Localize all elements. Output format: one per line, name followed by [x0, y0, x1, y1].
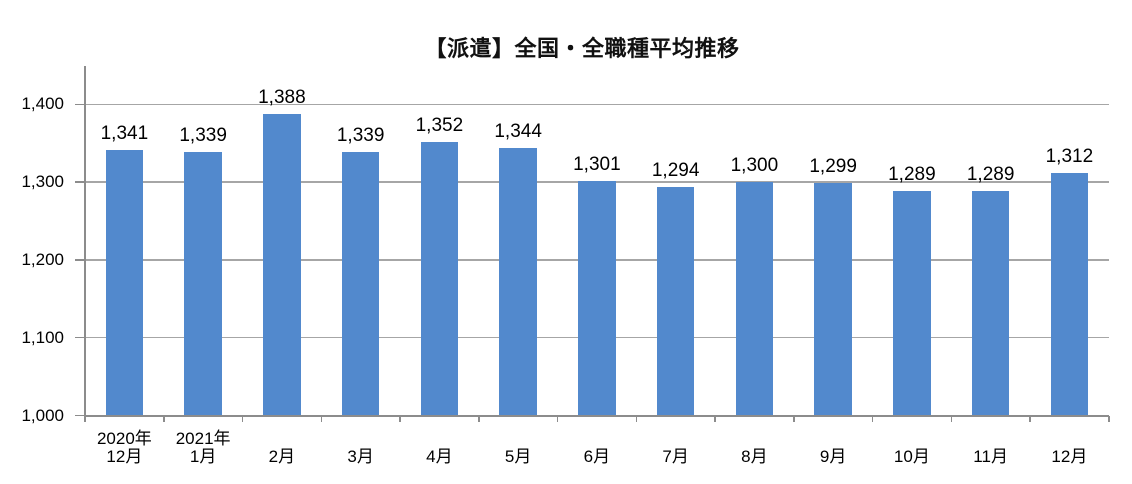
x-tick	[635, 415, 637, 422]
bar	[341, 151, 380, 416]
bar-value-label: 1,300	[730, 155, 779, 177]
bar-value-label: 1,339	[179, 124, 227, 146]
bar-value-label: 1,339	[336, 124, 385, 146]
y-tick	[75, 336, 85, 339]
x-tick	[1029, 415, 1031, 422]
bar	[184, 151, 222, 416]
bar	[1050, 172, 1089, 416]
y-tick-label: 1,100	[21, 327, 64, 347]
x-axis-label-line: 2021年	[175, 429, 231, 448]
bar	[263, 113, 301, 416]
x-axis-label-line: 12月	[106, 447, 143, 466]
x-tick	[241, 415, 244, 422]
x-tick	[1108, 415, 1110, 422]
x-axis-label-line: 9月	[819, 447, 847, 466]
bar-value-label: 1,352	[415, 114, 464, 136]
x-tick	[478, 415, 480, 422]
x-axis-label-line: 5月	[504, 447, 532, 466]
x-axis-label-line: 12月	[1051, 447, 1088, 466]
x-axis-label: 4月	[393, 429, 485, 466]
x-axis-label-line: 7月	[662, 447, 689, 466]
y-tick	[75, 414, 85, 417]
bar-value-label: 1,294	[651, 159, 700, 181]
x-axis-label: 2021年 1月	[157, 429, 249, 466]
x-axis-label-line: 2020年	[96, 429, 152, 448]
y-axis-line	[84, 65, 86, 416]
bar-value-label: 1,344	[494, 120, 542, 142]
bar	[893, 190, 931, 416]
bar	[578, 181, 616, 416]
y-tick	[75, 259, 85, 261]
bar-value-label: 1,289	[966, 163, 1015, 185]
bar	[105, 150, 144, 416]
x-axis-line	[84, 414, 1109, 417]
x-axis-label: 8月	[708, 429, 800, 466]
bar-value-label: 1,301	[573, 154, 621, 176]
x-axis-label: 9月	[787, 429, 879, 466]
y-tick-label: 1,000	[21, 405, 64, 425]
bar	[499, 147, 537, 416]
y-tick-label: 1,300	[21, 172, 64, 192]
x-axis-label-line: 6月	[583, 447, 611, 466]
y-tick	[75, 181, 85, 183]
x-tick	[714, 415, 716, 422]
x-axis-label-line: 3月	[347, 447, 374, 466]
x-tick	[556, 415, 559, 422]
x-axis-label: 6月	[551, 429, 643, 466]
x-axis-label-line: 1月	[189, 447, 217, 466]
x-tick	[871, 415, 874, 422]
x-axis-label-line: 2月	[268, 447, 296, 466]
bar-value-label: 1,299	[809, 155, 857, 177]
x-tick	[950, 415, 952, 422]
bar-value-label: 1,312	[1045, 145, 1094, 167]
bar-value-label: 1,289	[888, 163, 936, 185]
x-axis-label: 2020年 12月	[78, 429, 170, 466]
x-axis-label-line: 8月	[741, 447, 768, 466]
bar	[971, 190, 1010, 416]
x-tick	[399, 415, 401, 422]
x-axis-label: 11月	[945, 429, 1037, 466]
x-tick	[163, 415, 165, 422]
x-axis-label: 3月	[315, 429, 407, 466]
bar	[420, 141, 459, 416]
bar-value-label: 1,388	[258, 86, 306, 108]
x-axis-label-line: 11月	[973, 447, 1008, 466]
bar-value-label: 1,341	[100, 123, 149, 145]
x-tick	[320, 415, 322, 422]
x-axis-label-line: 10月	[893, 447, 930, 466]
bar	[735, 182, 774, 416]
x-axis-label: 10月	[866, 429, 958, 466]
x-tick	[84, 415, 86, 422]
gridline	[85, 103, 1109, 106]
x-axis-label: 12月	[1023, 429, 1115, 466]
x-tick	[793, 415, 795, 422]
bar	[656, 186, 695, 416]
bar	[814, 182, 852, 416]
x-axis-label: 2月	[236, 429, 328, 466]
x-axis-label: 7月	[630, 429, 722, 466]
x-axis-label: 5月	[472, 429, 564, 466]
y-tick-label: 1,400	[21, 94, 64, 114]
chart-title: 【派遣】全国・全職種平均推移	[424, 36, 740, 61]
y-tick-label: 1,200	[21, 249, 64, 269]
y-tick	[75, 103, 85, 106]
x-axis-label-line: 4月	[426, 447, 453, 466]
